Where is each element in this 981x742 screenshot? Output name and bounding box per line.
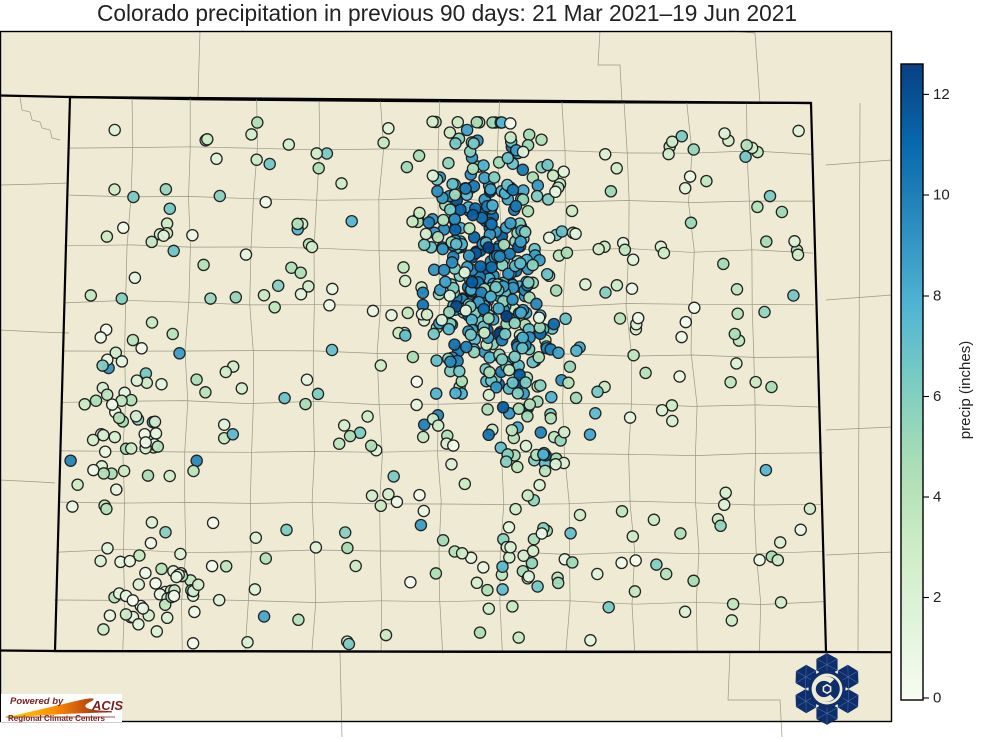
svg-text:4: 4: [933, 489, 941, 506]
svg-text:0: 0: [933, 690, 941, 707]
svg-text:precip (inches): precip (inches): [957, 341, 974, 439]
svg-text:10: 10: [933, 187, 950, 204]
svg-text:Regional Climate Centers: Regional Climate Centers: [8, 714, 105, 723]
svg-text:2: 2: [933, 589, 941, 606]
svg-text:ACIS: ACIS: [91, 698, 123, 713]
svg-text:8: 8: [933, 288, 941, 305]
svg-text:Powered by: Powered by: [10, 696, 64, 707]
svg-text:12: 12: [933, 86, 950, 103]
svg-text:6: 6: [933, 388, 941, 405]
